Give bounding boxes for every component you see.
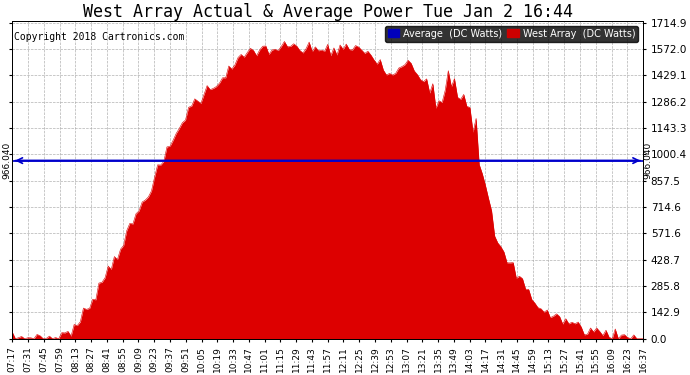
Text: 966.040: 966.040 xyxy=(644,142,653,179)
Legend: Average  (DC Watts), West Array  (DC Watts): Average (DC Watts), West Array (DC Watts… xyxy=(384,26,638,42)
Text: Copyright 2018 Cartronics.com: Copyright 2018 Cartronics.com xyxy=(14,32,184,42)
Text: 966.040: 966.040 xyxy=(3,142,12,179)
Title: West Array Actual & Average Power Tue Jan 2 16:44: West Array Actual & Average Power Tue Ja… xyxy=(83,3,573,21)
